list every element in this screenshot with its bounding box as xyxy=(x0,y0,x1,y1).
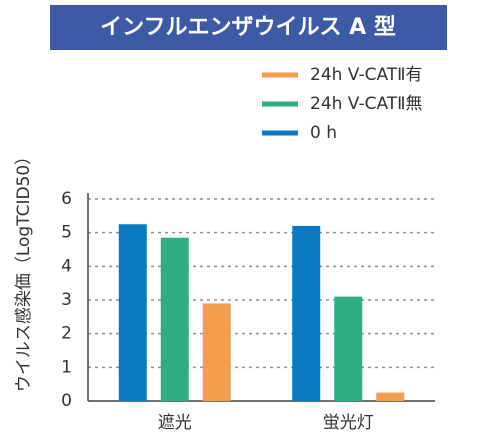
y-tick-label: 6 xyxy=(61,189,72,209)
y-tick-label: 0 xyxy=(61,391,72,411)
bar xyxy=(160,237,189,401)
x-tick-label: 遮光 xyxy=(158,413,192,433)
y-tick-label: 1 xyxy=(61,357,72,377)
y-tick-label: 3 xyxy=(61,290,72,310)
legend-label: 24h V-CATⅡ有 xyxy=(310,65,423,85)
x-tick-label: 蛍光灯 xyxy=(323,413,374,433)
title-banner xyxy=(50,5,447,50)
y-axis-label: ウイルス感染価（LogTCID50） xyxy=(14,148,34,392)
chart-title: インフルエンザウイルス A 型 xyxy=(100,15,396,40)
bar xyxy=(376,392,405,401)
bar xyxy=(292,225,321,401)
y-tick-label: 2 xyxy=(61,324,72,344)
y-tick-label: 5 xyxy=(61,223,72,243)
bar xyxy=(334,296,363,401)
legend-label: 24h V-CATⅡ無 xyxy=(310,94,423,114)
y-tick-label: 4 xyxy=(61,256,72,276)
bar xyxy=(118,224,147,401)
bar xyxy=(202,303,231,401)
legend-label: 0 h xyxy=(310,123,337,143)
